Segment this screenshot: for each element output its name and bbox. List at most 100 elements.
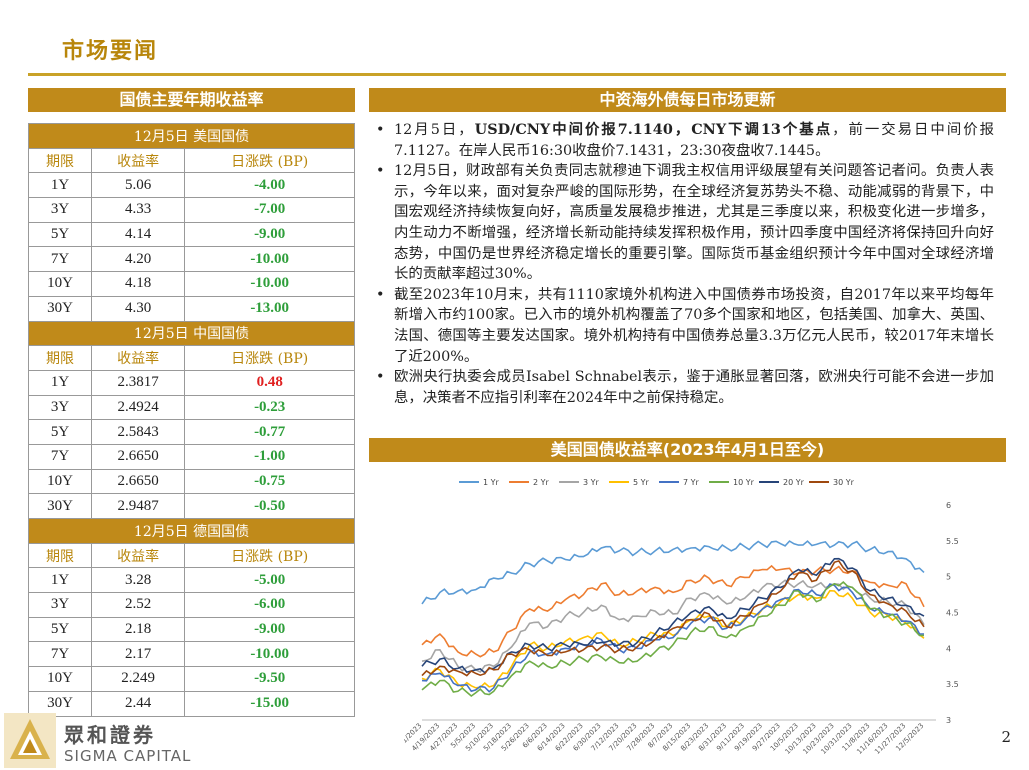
legend-label: 5 Yr	[633, 478, 650, 487]
term-cell: 30Y	[28, 493, 92, 519]
series-line	[421, 579, 925, 674]
us-treasury-yield-chart: 33.544.555.564/11/20234/19/20234/27/2023…	[404, 465, 964, 755]
term-cell: 3Y	[28, 592, 92, 618]
term-cell: 5Y	[28, 616, 92, 643]
table-row: 30Y 2.9487 -0.50	[28, 493, 355, 519]
term-cell: 1Y	[28, 369, 92, 396]
change-cell: -10.00	[184, 246, 355, 273]
news-highlight: USD/CNY中间价报7.1140，CNY下调13个基点	[474, 121, 833, 138]
column-header-yield: 收益率	[90, 542, 186, 569]
y-tick-label: 3	[946, 716, 951, 725]
table-row: 10Y 2.249 -9.50	[28, 666, 355, 692]
table-column-header: 期限 收益率 日涨跌 (BP)	[28, 345, 355, 371]
change-cell: -0.23	[184, 394, 355, 421]
legend-label: 2 Yr	[533, 478, 550, 487]
table-row: 7Y 2.6650 -1.00	[28, 443, 355, 470]
y-tick-label: 4	[946, 644, 951, 653]
yield-cell: 4.18	[90, 271, 186, 297]
table-row: 5Y 4.14 -9.00	[28, 221, 355, 248]
term-cell: 3Y	[28, 197, 92, 223]
series-line	[421, 564, 925, 658]
legend-label: 30 Yr	[833, 478, 855, 487]
bond-yield-table: 12月5日 美国国债 期限 收益率 日涨跌 (BP) 1Y 5.06 -4.00 3Y 4.33…	[28, 123, 355, 717]
term-cell: 5Y	[28, 419, 92, 445]
logo-text-en: SIGMA CAPITAL	[64, 747, 192, 765]
bond-yield-section-title: 国债主要年期收益率	[28, 88, 355, 112]
term-cell: 7Y	[28, 443, 92, 470]
table-row: 1Y 3.28 -5.00	[28, 567, 355, 594]
change-cell: -5.00	[184, 567, 355, 594]
page-title: 市场要闻	[62, 39, 159, 64]
news-item: 欧洲央行执委会成员Isabel Schnabel表示，鉴于通胀显著回落，欧洲央行…	[372, 367, 994, 408]
column-header-change: 日涨跌 (BP)	[184, 147, 355, 174]
change-cell: -9.00	[184, 616, 355, 643]
news-text: 截至2023年10月末，共有1110家境外机构进入中国债券市场投资，自2017年…	[394, 286, 994, 365]
news-list: 12月5日，USD/CNY中间价报7.1140，CNY下调13个基点，前一交易日…	[372, 120, 994, 408]
yield-cell: 2.3817	[90, 369, 186, 396]
legend-label: 20 Yr	[783, 478, 805, 487]
term-cell: 3Y	[28, 394, 92, 421]
change-cell: -1.00	[184, 443, 355, 470]
yield-cell: 2.18	[90, 616, 186, 643]
term-cell: 30Y	[28, 690, 92, 717]
term-cell: 10Y	[28, 666, 92, 692]
change-cell: -10.00	[184, 641, 355, 668]
series-line	[421, 583, 925, 693]
yield-cell: 4.33	[90, 197, 186, 223]
change-cell: -0.50	[184, 493, 355, 519]
legend-label: 10 Yr	[733, 478, 755, 487]
yield-cell: 4.20	[90, 246, 186, 273]
term-cell: 7Y	[28, 641, 92, 668]
table-row: 3Y 2.52 -6.00	[28, 592, 355, 618]
table-row: 7Y 4.20 -10.00	[28, 246, 355, 273]
change-cell: -0.75	[184, 468, 355, 495]
table-group-header: 12月5日 德国国债	[28, 518, 355, 544]
yield-cell: 2.4924	[90, 394, 186, 421]
group-title: 12月5日 德国国债	[28, 518, 355, 544]
group-title: 12月5日 中国国债	[28, 320, 355, 347]
change-cell: -15.00	[184, 690, 355, 717]
yield-cell: 2.44	[90, 690, 186, 717]
change-cell: -10.00	[184, 271, 355, 297]
change-cell: -13.00	[184, 295, 355, 322]
change-cell: -9.00	[184, 221, 355, 248]
series-line	[421, 559, 925, 677]
y-tick-label: 5	[946, 573, 951, 582]
news-item: 截至2023年10月末，共有1110家境外机构进入中国债券市场投资，自2017年…	[372, 285, 994, 367]
logo-mark-icon	[4, 713, 56, 768]
change-cell: -6.00	[184, 592, 355, 618]
news-text: 12月5日，	[394, 122, 475, 138]
table-row: 10Y 2.6650 -0.75	[28, 468, 355, 495]
term-cell: 7Y	[28, 246, 92, 273]
legend-label: 1 Yr	[483, 478, 500, 487]
table-column-header: 期限 收益率 日涨跌 (BP)	[28, 147, 355, 174]
logo-text-cn: 眾和證券	[64, 723, 156, 747]
series-line	[421, 589, 925, 689]
table-row: 7Y 2.17 -10.00	[28, 641, 355, 668]
change-cell: -0.77	[184, 419, 355, 445]
company-logo: 眾和證券 SIGMA CAPITAL	[4, 713, 204, 768]
market-update-section-title: 中资海外债每日市场更新	[369, 88, 1006, 112]
column-header-term: 期限	[28, 147, 92, 174]
yield-cell: 2.5843	[90, 419, 186, 445]
column-header-term: 期限	[28, 345, 92, 371]
yield-cell: 5.06	[90, 172, 186, 199]
chart-background	[404, 465, 964, 755]
yield-cell: 2.6650	[90, 468, 186, 495]
term-cell: 1Y	[28, 567, 92, 594]
table-row: 30Y 2.44 -15.00	[28, 690, 355, 717]
table-group-header: 12月5日 中国国债	[28, 320, 355, 347]
chart-title: 美国国债收益率(2023年4月1日至今)	[369, 438, 1006, 462]
change-cell: 0.48	[184, 369, 355, 396]
title-divider	[28, 73, 1006, 76]
column-header-term: 期限	[28, 542, 92, 569]
table-row: 5Y 2.5843 -0.77	[28, 419, 355, 445]
yield-cell: 2.9487	[90, 493, 186, 519]
y-tick-label: 4.5	[946, 609, 959, 618]
legend-label: 3 Yr	[583, 478, 600, 487]
column-header-change: 日涨跌 (BP)	[184, 542, 355, 569]
table-row: 3Y 2.4924 -0.23	[28, 394, 355, 421]
change-cell: -7.00	[184, 197, 355, 223]
series-line	[421, 581, 925, 698]
table-column-header: 期限 收益率 日涨跌 (BP)	[28, 542, 355, 569]
